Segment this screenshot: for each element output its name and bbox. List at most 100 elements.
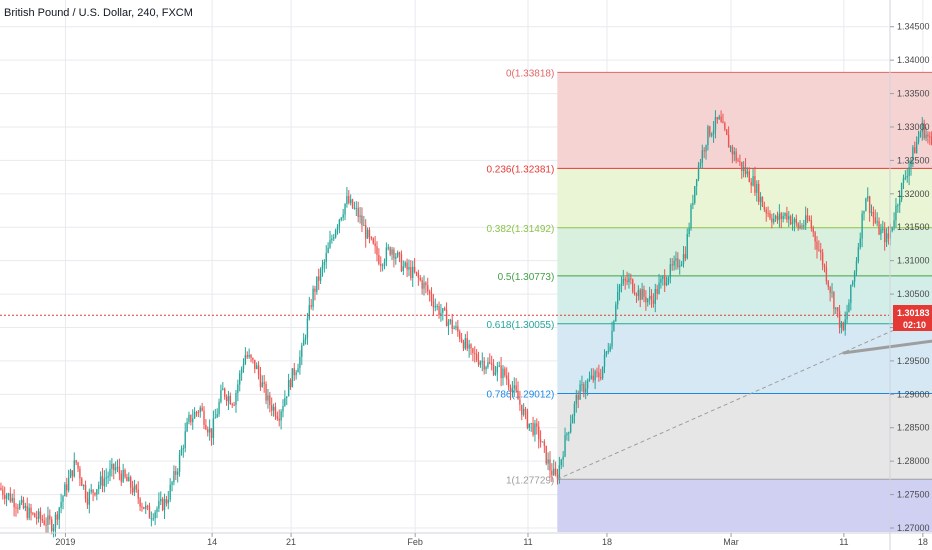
candle-body [652, 300, 655, 304]
x-tick-label: 21 [286, 537, 296, 547]
candle-body [212, 418, 215, 438]
candle-body [2, 489, 4, 495]
candle-body [173, 471, 175, 483]
candle-body [573, 403, 576, 417]
candle-body [767, 213, 769, 215]
candle-body [788, 216, 790, 220]
candle-body [496, 366, 499, 373]
candle-body [393, 249, 395, 259]
candle-body [306, 318, 309, 338]
candle-body [613, 321, 615, 331]
y-tick-label: 1.30500 [897, 289, 930, 299]
candle-body [842, 322, 845, 331]
candle-body [291, 368, 294, 388]
candle-body [94, 492, 96, 495]
candle-body [679, 265, 681, 268]
candle-body [225, 396, 228, 402]
candle-body [227, 395, 230, 402]
candle-body [421, 280, 423, 289]
candle-body [318, 276, 320, 281]
candle-body [383, 261, 386, 266]
candle-body [321, 265, 324, 270]
candle-body [607, 350, 609, 352]
candle-body [406, 262, 408, 270]
candle-body [857, 247, 860, 262]
candle-body [231, 404, 233, 406]
candle-body [827, 281, 829, 288]
candle-body [75, 460, 77, 463]
candle-body [498, 365, 500, 367]
candle-body [921, 122, 923, 133]
candle-body [479, 362, 482, 365]
candle-body [840, 322, 843, 328]
candle-body [278, 418, 280, 421]
candle-body [897, 205, 899, 207]
candle-body [455, 326, 457, 329]
candle-body [756, 183, 758, 193]
candle-body [34, 513, 36, 518]
candle-body [656, 288, 658, 294]
candle-body [675, 258, 677, 261]
candle-body [302, 339, 305, 346]
candle-body [26, 506, 28, 518]
candle-body [543, 441, 546, 446]
candle-body [637, 289, 640, 296]
x-tick-label: 2019 [55, 537, 75, 547]
y-tick-label: 1.32000 [897, 189, 930, 199]
candle-body [477, 359, 480, 365]
y-tick-label: 1.32500 [897, 155, 930, 165]
candle-body [536, 423, 538, 427]
candle-body [914, 147, 916, 154]
y-tick-label: 1.29500 [897, 356, 930, 366]
candle-body [35, 517, 38, 519]
candle-body [107, 476, 109, 478]
candle-body [122, 469, 124, 482]
candle-body [803, 225, 805, 227]
candle-body [229, 395, 232, 405]
current-price-label: 1.30183 [897, 308, 930, 318]
candle-body [483, 360, 485, 370]
candle-body [585, 388, 587, 393]
candle-body [863, 210, 865, 214]
candle-body [410, 267, 412, 278]
candle-body [797, 223, 799, 229]
candle-body [120, 473, 122, 482]
candle-body [818, 249, 820, 251]
candle-body [923, 122, 925, 138]
y-axis-ticks: 1.34500 1.34000 1.33500 1.33000 1.32500 1.320… [890, 22, 930, 533]
candle-body [286, 396, 288, 399]
candle-body [680, 263, 683, 266]
candle-body [359, 215, 361, 217]
candle-body [776, 215, 779, 221]
candle-body [669, 264, 672, 278]
candle-body [438, 306, 440, 315]
x-tick-label: 14 [207, 537, 217, 547]
candle-body [218, 402, 220, 415]
candle-body [784, 213, 786, 217]
support-trend-line[interactable] [842, 317, 932, 355]
candle-body [925, 134, 927, 138]
candle-body [481, 360, 483, 363]
candle-body [695, 179, 698, 187]
candle-body [139, 498, 141, 507]
candle-body [338, 219, 341, 227]
candle-body [372, 238, 374, 244]
candle-body [556, 474, 559, 480]
candle-body [432, 301, 435, 308]
candle-body [90, 489, 92, 492]
candle-body [752, 176, 754, 186]
candle-body [504, 368, 506, 376]
candle-body [765, 209, 767, 214]
candle-body [442, 308, 444, 313]
candle-body [731, 146, 734, 155]
candle-body [579, 384, 581, 400]
candle-body [207, 429, 209, 433]
candle-body [703, 150, 705, 152]
candle-body [314, 288, 316, 292]
drawings[interactable] [0, 72, 932, 480]
candle-body [385, 247, 388, 262]
candle-body [812, 228, 814, 233]
candle-body [216, 414, 218, 418]
